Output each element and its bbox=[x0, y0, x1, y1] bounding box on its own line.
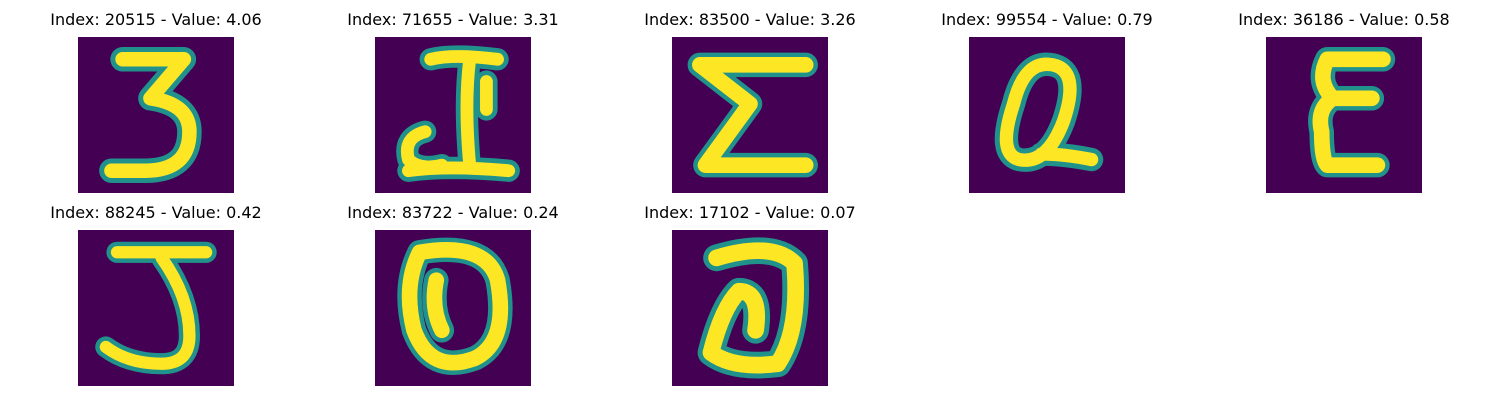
panel-index: Index: 99554 bbox=[941, 10, 1046, 29]
panel-title: Index: 99554 - Value: 0.79 bbox=[941, 10, 1152, 30]
panel-title-separator: - bbox=[453, 10, 469, 29]
panel-title-separator: - bbox=[1047, 10, 1063, 29]
panel-value: Value: 0.42 bbox=[172, 203, 262, 222]
panel-title: Index: 71655 - Value: 3.31 bbox=[347, 10, 558, 30]
panel-3: Index: 83500 - Value: 3.26 bbox=[672, 10, 828, 200]
panel-4: Index: 99554 - Value: 0.79 bbox=[969, 10, 1125, 200]
panel-7: Index: 83722 - Value: 0.24 bbox=[375, 203, 531, 393]
digit-image-sigma bbox=[672, 37, 828, 193]
panel-title-separator: - bbox=[750, 10, 766, 29]
panel-title: Index: 17102 - Value: 0.07 bbox=[644, 203, 855, 223]
panel-value: Value: 0.58 bbox=[1360, 10, 1450, 29]
panel-value: Value: 0.07 bbox=[766, 203, 856, 222]
panel-value: Value: 3.26 bbox=[766, 10, 856, 29]
panel-5: Index: 36186 - Value: 0.58 bbox=[1266, 10, 1422, 200]
panel-index: Index: 83500 bbox=[644, 10, 749, 29]
panel-value: Value: 0.24 bbox=[469, 203, 559, 222]
panel-title-separator: - bbox=[156, 203, 172, 222]
panel-index: Index: 71655 bbox=[347, 10, 452, 29]
panel-title: Index: 20515 - Value: 4.06 bbox=[50, 10, 261, 30]
panel-title-separator: - bbox=[750, 203, 766, 222]
panel-title: Index: 83722 - Value: 0.24 bbox=[347, 203, 558, 223]
panel-title: Index: 83500 - Value: 3.26 bbox=[644, 10, 855, 30]
panel-title: Index: 88245 - Value: 0.42 bbox=[50, 203, 261, 223]
panel-value: Value: 4.06 bbox=[172, 10, 262, 29]
panel-index: Index: 20515 bbox=[50, 10, 155, 29]
panel-index: Index: 36186 bbox=[1238, 10, 1343, 29]
digit-image-i-hook bbox=[375, 37, 531, 193]
digit-image-three bbox=[78, 37, 234, 193]
digit-image-j bbox=[78, 230, 234, 386]
digit-image-epsilon bbox=[1266, 37, 1422, 193]
panel-title-separator: - bbox=[453, 203, 469, 222]
panel-index: Index: 17102 bbox=[644, 203, 749, 222]
digit-image-zero bbox=[672, 230, 828, 386]
panel-title-separator: - bbox=[156, 10, 172, 29]
panel-value: Value: 0.79 bbox=[1063, 10, 1153, 29]
panel-8: Index: 17102 - Value: 0.07 bbox=[672, 203, 828, 393]
panel-value: Value: 3.31 bbox=[469, 10, 559, 29]
panel-title: Index: 36186 - Value: 0.58 bbox=[1238, 10, 1449, 30]
panel-2: Index: 71655 - Value: 3.31 bbox=[375, 10, 531, 200]
digit-image-zero bbox=[375, 230, 531, 386]
digit-image-q bbox=[969, 37, 1125, 193]
panel-title-separator: - bbox=[1344, 10, 1360, 29]
panel-index: Index: 83722 bbox=[347, 203, 452, 222]
panel-6: Index: 88245 - Value: 0.42 bbox=[78, 203, 234, 393]
panel-index: Index: 88245 bbox=[50, 203, 155, 222]
panel-1: Index: 20515 - Value: 4.06 bbox=[78, 10, 234, 200]
